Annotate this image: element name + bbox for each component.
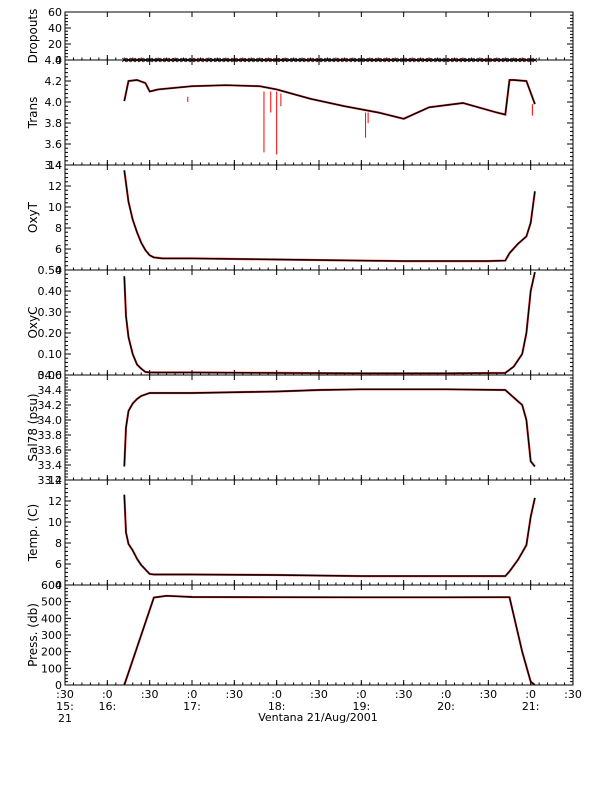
y-tick-label: 0.30 [38,306,63,319]
y-axis-label: Trans [26,97,40,130]
x-tick-label: :0 [102,688,113,701]
panel-frame [64,11,574,61]
series-line [123,388,536,467]
x-tick-label: :0 [356,688,367,701]
panel-frame [64,164,574,271]
x-tick-label: 15: [56,700,74,713]
raw-series-line [123,494,536,578]
y-tick-label: 3.4 [45,159,63,172]
x-tick-label: :30 [56,688,74,701]
raw-series-line [123,78,536,120]
panel-5: 33.2 33.4 33.6 33.8 34.0 34.2 34.4 34.6 Sal78 (p… [26,369,574,487]
y-axis-label: Temp. (C) [26,504,40,562]
panel-2: 3.4 3.6 3.8 4.0 4.2 4.4 Trans [26,54,574,172]
y-tick-label: 500 [41,596,62,609]
y-tick-label: 14 [48,474,62,487]
x-tick-label: 20: [437,700,455,713]
y-tick-label: 4.2 [45,75,63,88]
y-tick-label: 3.6 [45,138,63,151]
series-line [123,595,536,686]
x-tick-label: 18: [268,700,286,713]
x-axis-label: Ventana 21/Aug/2001 [258,711,378,724]
raw-series-line [123,271,536,375]
y-tick-label: 14 [48,159,62,172]
y-tick-label: 0.20 [38,327,63,340]
series-line [123,494,536,577]
y-tick-label: 100 [41,662,62,675]
panel-frame [64,269,574,376]
x-tick-label: :30 [395,688,413,701]
panel-1: 0 20 40 60 Dropouts [26,6,574,67]
x-tick-label: :0 [271,688,282,701]
y-tick-label: 33.4 [38,459,63,472]
y-tick-label: 8 [55,537,62,550]
y-tick-label: 12 [48,495,62,508]
y-tick-label: 10 [48,516,62,529]
y-tick-label: 12 [48,180,62,193]
y-tick-label: 300 [41,629,62,642]
raw-series-line [123,388,536,468]
y-tick-label: 4.0 [45,96,63,109]
y-axis-label: OxyT [26,201,40,233]
x-tick-label: :0 [187,688,198,701]
y-tick-label: 400 [41,612,62,625]
panel-3: 4 6 8 10 12 14 OxyT [26,159,574,277]
panel-frame [64,479,574,586]
y-tick-label: 8 [55,222,62,235]
x-tick-label: 19: [352,700,370,713]
x-tick-label: 16: [98,700,116,713]
y-tick-label: 0 [55,679,62,692]
y-axis-label: Sal78 (psu) [26,393,40,461]
y-axis-label: Press. (db) [26,603,40,667]
y-tick-label: 3.8 [45,117,63,130]
x-tick-label: :30 [225,688,243,701]
y-tick-label: 0.00 [38,369,63,382]
x-tick-label: :30 [564,688,582,701]
y-tick-label: 34.0 [38,414,63,427]
series-line [123,170,536,262]
raw-series-line [123,594,536,686]
y-tick-label: 33.2 [38,474,63,487]
y-tick-label: 0 [55,54,62,67]
y-axis-label: OxyC [26,306,40,338]
y-tick-label: 34.2 [38,399,63,412]
panel-6: 4 6 8 10 12 14 Temp. (C) [26,474,574,592]
y-tick-label: 4 [55,264,62,277]
y-tick-label: 0.40 [38,285,63,298]
y-tick-label: 10 [48,201,62,214]
y-tick-label: 4 [55,579,62,592]
x-tick-label: :30 [141,688,159,701]
y-tick-label: 34.4 [38,384,63,397]
y-tick-label: 33.6 [38,444,63,457]
x-tick-label: 21 [58,712,72,725]
y-tick-label: 6 [55,558,62,571]
y-tick-label: 0.10 [38,348,63,361]
y-tick-label: 34.6 [38,369,63,382]
y-tick-label: 4.4 [45,54,63,67]
x-tick-label: :30 [479,688,497,701]
y-tick-label: 6 [55,243,62,256]
y-tick-label: 33.8 [38,429,63,442]
y-tick-label: 600 [41,579,62,592]
y-tick-label: 0.50 [38,264,63,277]
y-axis-label: Dropouts [26,9,40,64]
x-tick-label: :0 [525,688,536,701]
series-line [123,271,536,374]
raw-series-line [123,170,536,263]
x-tick-label: 17: [183,700,201,713]
series-line [123,79,536,120]
y-tick-label: 20 [48,38,62,51]
y-tick-label: 200 [41,646,62,659]
x-tick-label: :30 [310,688,328,701]
y-tick-label: 60 [48,6,62,19]
y-tick-label: 40 [48,22,62,35]
x-tick-label: :0 [441,688,452,701]
panel-4: 0.00 0.10 0.20 0.30 0.40 0.50 OxyC [26,264,574,382]
x-tick-label: 21: [522,700,540,713]
